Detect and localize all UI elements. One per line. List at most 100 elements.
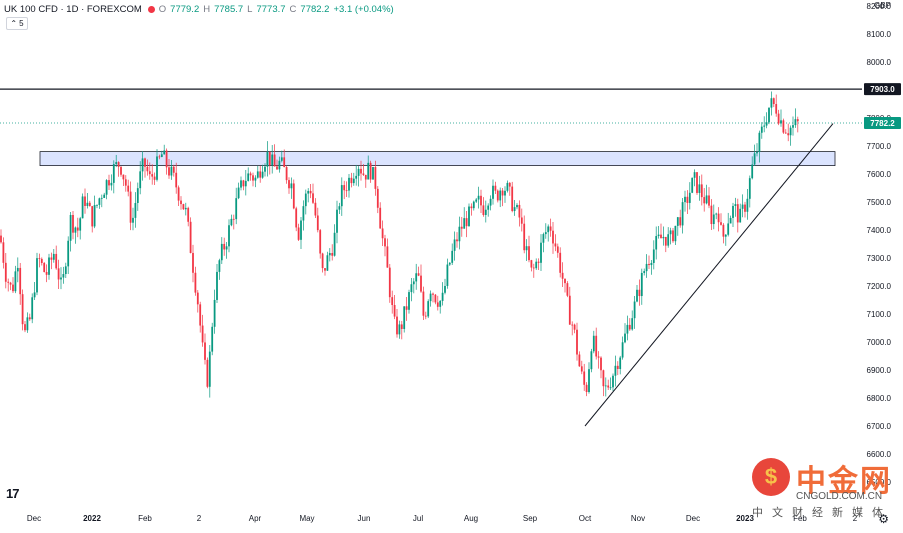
trendline[interactable] bbox=[584, 123, 834, 427]
candle-body bbox=[511, 186, 514, 212]
y-tick-label: 7400.0 bbox=[867, 226, 892, 235]
candle-body bbox=[379, 207, 382, 229]
x-tick-label: Jul bbox=[413, 514, 423, 523]
candle-body bbox=[148, 171, 151, 175]
candle-body bbox=[16, 267, 19, 272]
candle-body bbox=[554, 243, 557, 247]
candle-body bbox=[444, 285, 446, 293]
candle-body bbox=[408, 292, 410, 310]
candle-body bbox=[21, 294, 24, 325]
candle-body bbox=[472, 201, 475, 209]
candle-body bbox=[393, 305, 396, 317]
candle-body bbox=[525, 246, 528, 251]
candle-body bbox=[496, 190, 499, 201]
market-status-icon bbox=[147, 5, 155, 13]
resistance-zone[interactable] bbox=[39, 151, 836, 167]
candle-body bbox=[436, 302, 439, 307]
candle-body bbox=[187, 207, 190, 222]
candle-body bbox=[532, 267, 535, 269]
candle-body bbox=[765, 122, 768, 126]
candle-body bbox=[48, 257, 50, 275]
candle-body bbox=[84, 196, 86, 206]
candle-body bbox=[132, 217, 134, 223]
candle-body bbox=[612, 375, 614, 388]
candle-body bbox=[192, 252, 194, 273]
candle-body bbox=[523, 223, 526, 251]
x-tick-label: 2 bbox=[197, 514, 202, 523]
candle-body bbox=[674, 225, 677, 242]
candle-body bbox=[760, 126, 763, 133]
candle-body bbox=[333, 232, 336, 256]
candle-body bbox=[201, 325, 204, 343]
candle-body bbox=[739, 208, 742, 223]
candle-body bbox=[487, 205, 490, 210]
candle-body bbox=[657, 234, 660, 237]
gear-icon[interactable]: ⚙ bbox=[878, 512, 889, 526]
watermark-coin-icon: $ bbox=[752, 458, 790, 496]
low-label: L bbox=[247, 3, 253, 15]
candle-body bbox=[643, 271, 646, 273]
indicator-collapse-button[interactable]: ⌃ 5 bbox=[6, 17, 28, 30]
x-tick-label: Dec bbox=[27, 514, 41, 523]
candle-body bbox=[796, 119, 799, 122]
y-tick-label: 8100.0 bbox=[867, 30, 892, 39]
candle-body bbox=[177, 187, 180, 201]
candle-body bbox=[688, 192, 691, 203]
candle-body bbox=[139, 171, 142, 189]
indicator-count: 5 bbox=[19, 19, 24, 28]
symbol-label[interactable]: UK 100 CFD · 1D · FOREXCOM bbox=[4, 3, 142, 15]
candle-body bbox=[43, 262, 46, 272]
high-label: H bbox=[203, 3, 211, 15]
candle-body bbox=[259, 171, 262, 178]
price-axis[interactable] bbox=[862, 0, 903, 528]
candle-body bbox=[112, 164, 115, 183]
candle-body bbox=[782, 120, 785, 133]
candle-body bbox=[256, 171, 259, 178]
candle-body bbox=[703, 197, 706, 204]
candle-body bbox=[88, 202, 91, 207]
y-tick-label: 7500.0 bbox=[867, 198, 892, 207]
candle-body bbox=[777, 113, 780, 124]
candle-body bbox=[480, 195, 482, 206]
candle-body bbox=[96, 204, 98, 206]
y-tick-label: 6700.0 bbox=[867, 422, 892, 431]
candle-body bbox=[206, 359, 209, 387]
candle-body bbox=[741, 204, 744, 209]
candle-body bbox=[285, 167, 288, 181]
candle-body bbox=[242, 180, 245, 187]
candle-body bbox=[664, 236, 667, 246]
candle-body bbox=[232, 218, 235, 220]
candle-body bbox=[684, 196, 686, 203]
candle-body bbox=[468, 206, 470, 227]
low-value: 7773.7 bbox=[256, 3, 286, 15]
candle-body bbox=[55, 253, 58, 269]
candle-body bbox=[660, 234, 662, 239]
candle-body bbox=[52, 253, 55, 260]
x-tick-label: 2 bbox=[853, 514, 858, 523]
candle-body bbox=[626, 324, 629, 334]
candle-body bbox=[465, 218, 468, 227]
candle-body bbox=[264, 166, 266, 172]
candle-body bbox=[307, 190, 310, 194]
candle-body bbox=[398, 324, 401, 335]
candle-body bbox=[489, 198, 492, 206]
candle-body bbox=[775, 104, 778, 114]
high-value: 7785.7 bbox=[214, 3, 244, 15]
candle-body bbox=[297, 227, 300, 240]
candle-body bbox=[134, 203, 137, 218]
candle-body bbox=[475, 199, 478, 202]
watermark-logo: $ 中金网 CNGOLD.COM.CN 中文财经新媒体 bbox=[752, 458, 902, 526]
candle-body bbox=[336, 209, 338, 233]
tradingview-logo-icon[interactable]: 17 bbox=[6, 486, 20, 501]
close-value: 7782.2 bbox=[300, 3, 330, 15]
candle-body bbox=[194, 272, 197, 293]
candle-body bbox=[427, 301, 430, 317]
candle-body bbox=[506, 182, 509, 191]
candle-body bbox=[309, 190, 312, 194]
candle-body bbox=[492, 185, 494, 199]
candle-body bbox=[376, 188, 379, 208]
change-value: +3.1 (+0.04%) bbox=[333, 3, 394, 15]
currency-label[interactable]: GBP bbox=[874, 1, 891, 10]
